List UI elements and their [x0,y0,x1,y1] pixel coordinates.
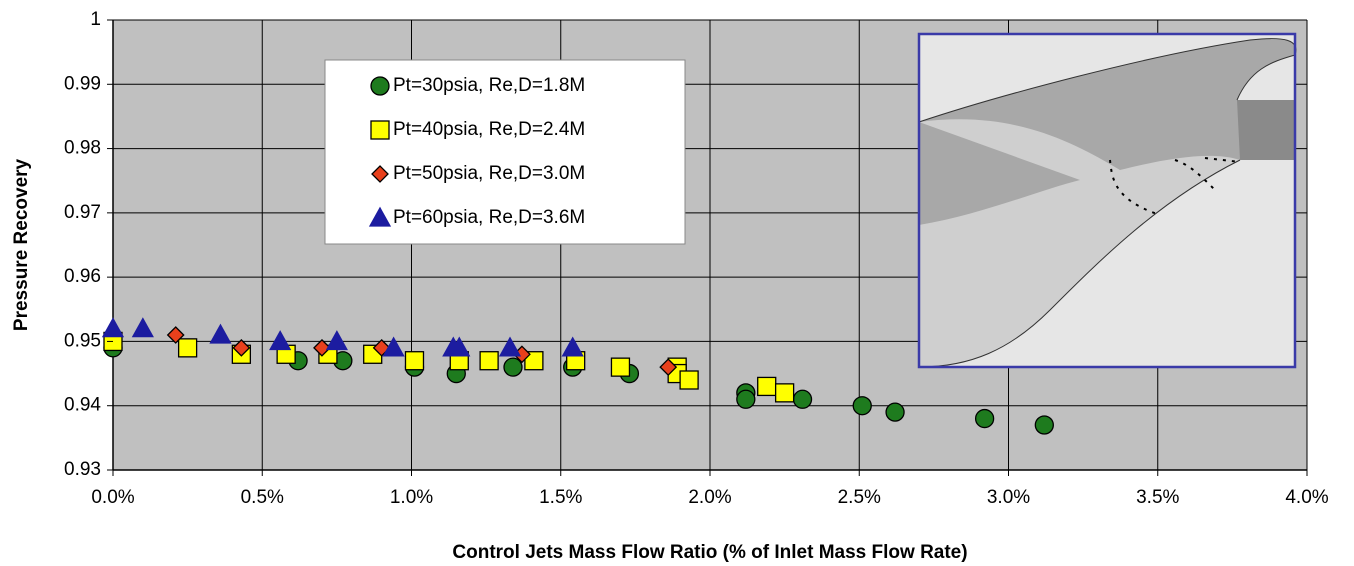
legend-label: Pt=30psia, Re,D=1.8M [393,75,585,96]
y-tick-label: 0.97 [64,202,101,223]
legend-label: Pt=40psia, Re,D=2.4M [393,119,585,140]
x-tick-label: 4.0% [1285,487,1328,508]
legend-label: Pt=50psia, Re,D=3.0M [393,163,585,184]
point [886,403,904,421]
chart: Control Jets Mass Flow Ratio (% of Inlet… [0,0,1354,566]
x-tick-label: 3.0% [987,487,1030,508]
y-tick-label: 0.95 [64,330,101,351]
point [480,352,498,370]
y-tick-label: 0.93 [64,459,101,480]
point [976,410,994,428]
y-tick-label: 0.99 [64,73,101,94]
x-tick-label: 1.5% [539,487,582,508]
point [853,397,871,415]
inset-image [919,34,1296,367]
y-tick-label: 0.96 [64,266,101,287]
point [776,384,794,402]
y-axis-title: Pressure Recovery [11,158,32,331]
y-tick-label: 1 [90,9,101,30]
point [504,358,522,376]
x-tick-label: 1.0% [390,487,433,508]
y-tick-label: 0.94 [64,395,101,416]
point [737,390,755,408]
point [680,371,698,389]
legend-marker [371,121,389,139]
x-tick-label: 3.5% [1136,487,1179,508]
x-axis-title: Control Jets Mass Flow Ratio (% of Inlet… [452,542,967,563]
point [758,377,776,395]
x-tick-label: 0.0% [91,487,134,508]
legend-label: Pt=60psia, Re,D=3.6M [393,207,585,228]
point [611,358,629,376]
x-tick-label: 0.5% [241,487,284,508]
legend-marker [371,77,389,95]
point [1035,416,1053,434]
x-tick-label: 2.0% [688,487,731,508]
point [794,390,812,408]
point [179,339,197,357]
x-tick-label: 2.5% [838,487,881,508]
y-tick-label: 0.98 [64,138,101,159]
point [405,352,423,370]
